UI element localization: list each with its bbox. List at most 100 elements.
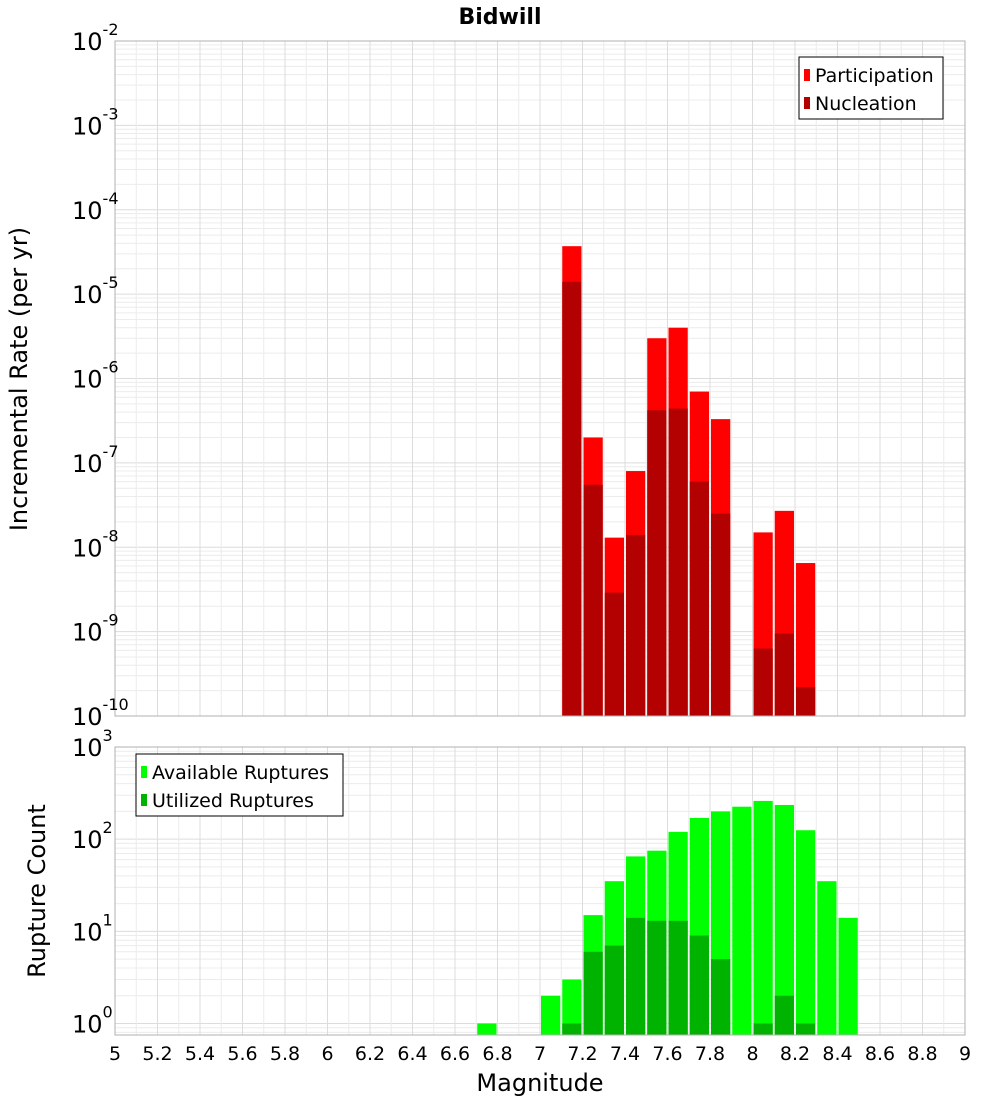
top-plot-frame <box>114 40 966 717</box>
y-tick-label: 10-2 <box>72 20 119 56</box>
top-legend: Participation Nucleation <box>798 56 944 120</box>
y-tick-exponent: -4 <box>103 189 119 208</box>
x-tick-label: 6.4 <box>397 1043 427 1065</box>
legend-swatch <box>804 97 810 109</box>
nucleation-bars <box>562 281 816 716</box>
x-tick-label: 8.2 <box>780 1043 810 1065</box>
y-tick-exponent: -2 <box>103 20 119 39</box>
x-tick-label: 9 <box>959 1043 971 1065</box>
utilized-bars <box>562 917 816 1035</box>
bar-nucleation <box>774 633 794 716</box>
x-ticks: 5 5.2 5.4 5.6 5.8 6 6.2 6.4 6.6 6.8 7 7.2 7.4 7.6 7.8 8… <box>109 1043 971 1065</box>
y-tick-label: 101 <box>72 910 113 946</box>
bar-utilized-ruptures <box>774 995 794 1035</box>
bar-nucleation <box>647 410 667 716</box>
bar-available-ruptures <box>477 1023 497 1035</box>
bar-available-ruptures <box>796 830 816 1035</box>
bar-utilized-ruptures <box>583 951 603 1035</box>
bottom-legend: Available Ruptures Utilized Ruptures <box>135 753 344 817</box>
bar-available-ruptures <box>817 881 837 1035</box>
top-grid <box>114 40 966 717</box>
x-tick-label: 8.6 <box>865 1043 895 1065</box>
y-tick-label: 10-6 <box>72 358 119 394</box>
legend-label: Participation <box>815 65 934 87</box>
bar-nucleation <box>604 592 624 716</box>
bar-utilized-ruptures <box>626 917 646 1035</box>
bar-nucleation <box>689 481 709 716</box>
y-tick-exponent: 0 <box>103 1002 113 1021</box>
y-tick-label: 102 <box>72 818 113 854</box>
bar-available-ruptures <box>562 979 582 1035</box>
x-tick-label: 8.8 <box>907 1043 937 1065</box>
x-tick-label: 5.4 <box>185 1043 215 1065</box>
y-tick-label: 10-10 <box>72 695 129 731</box>
legend-swatch <box>141 766 147 778</box>
bar-nucleation <box>562 281 582 716</box>
legend-box <box>135 753 344 817</box>
x-tick-label: 6 <box>321 1043 333 1065</box>
legend-swatch <box>141 794 147 806</box>
y-tick-exponent: 3 <box>103 726 113 745</box>
bar-nucleation <box>711 513 731 716</box>
legend-label: Nucleation <box>815 93 917 115</box>
y-tick-label: 10-8 <box>72 526 119 562</box>
y-tick-label: 10-4 <box>72 189 119 225</box>
bar-available-ruptures <box>774 804 794 1035</box>
y-tick-exponent: -9 <box>103 611 119 630</box>
x-tick-label: 7.4 <box>610 1043 640 1065</box>
y-tick-exponent: 2 <box>103 818 113 837</box>
bar-utilized-ruptures <box>753 1023 773 1035</box>
bar-utilized-ruptures <box>711 959 731 1035</box>
y-tick-exponent: -3 <box>103 104 119 123</box>
y-tick-label: 100 <box>72 1002 113 1038</box>
x-tick-label: 5.8 <box>270 1043 300 1065</box>
bottom-plot-frame <box>114 746 966 1036</box>
y-tick-label: 10-3 <box>72 104 119 140</box>
bar-available-ruptures <box>753 800 773 1035</box>
legend-swatch <box>804 69 810 81</box>
y-tick-exponent: -10 <box>103 695 129 714</box>
y-tick-exponent: -8 <box>103 526 119 545</box>
bar-utilized-ruptures <box>689 935 709 1035</box>
x-tick-label: 7.6 <box>652 1043 682 1065</box>
y-tick-exponent: -5 <box>103 273 119 292</box>
legend-box <box>798 56 944 120</box>
bar-participation <box>796 563 816 716</box>
x-tick-label: 8.4 <box>822 1043 852 1065</box>
x-tick-label: 5 <box>109 1043 121 1065</box>
x-tick-label: 6.8 <box>482 1043 512 1065</box>
x-tick-label: 7.8 <box>695 1043 725 1065</box>
x-tick-label: 7.2 <box>567 1043 597 1065</box>
y-tick-exponent: -6 <box>103 358 119 377</box>
x-tick-label: 6.6 <box>440 1043 470 1065</box>
top-y-axis-label: Incremental Rate (per yr) <box>5 227 33 531</box>
bar-utilized-ruptures <box>604 945 624 1035</box>
bar-available-ruptures <box>732 806 752 1035</box>
chart-title: Bidwill <box>458 5 541 30</box>
y-tick-label: 10-9 <box>72 611 119 647</box>
y-tick-label: 10-5 <box>72 273 119 309</box>
bar-utilized-ruptures <box>647 920 667 1035</box>
bar-nucleation <box>796 687 816 716</box>
x-axis-label: Magnitude <box>476 1069 603 1097</box>
bar-nucleation <box>626 534 646 716</box>
y-tick-exponent: 1 <box>103 910 113 929</box>
x-tick-label: 8 <box>746 1043 758 1065</box>
x-tick-label: 6.2 <box>355 1043 385 1065</box>
x-tick-label: 7 <box>534 1043 546 1065</box>
legend-label: Available Ruptures <box>152 762 329 784</box>
top-y-ticks: 10-2 10-3 10-4 10-5 10-6 10-7 10-8 10-9 10-10 <box>72 20 129 731</box>
bottom-y-axis-label: Rupture Count <box>23 804 51 978</box>
bar-utilized-ruptures <box>796 1023 816 1035</box>
bar-utilized-ruptures <box>668 920 688 1035</box>
y-tick-label: 103 <box>72 726 113 762</box>
bar-nucleation <box>753 648 773 716</box>
y-tick-exponent: -7 <box>103 442 119 461</box>
bar-nucleation <box>668 408 688 716</box>
x-tick-label: 5.6 <box>227 1043 257 1065</box>
bar-utilized-ruptures <box>562 1023 582 1035</box>
bar-nucleation <box>583 484 603 716</box>
